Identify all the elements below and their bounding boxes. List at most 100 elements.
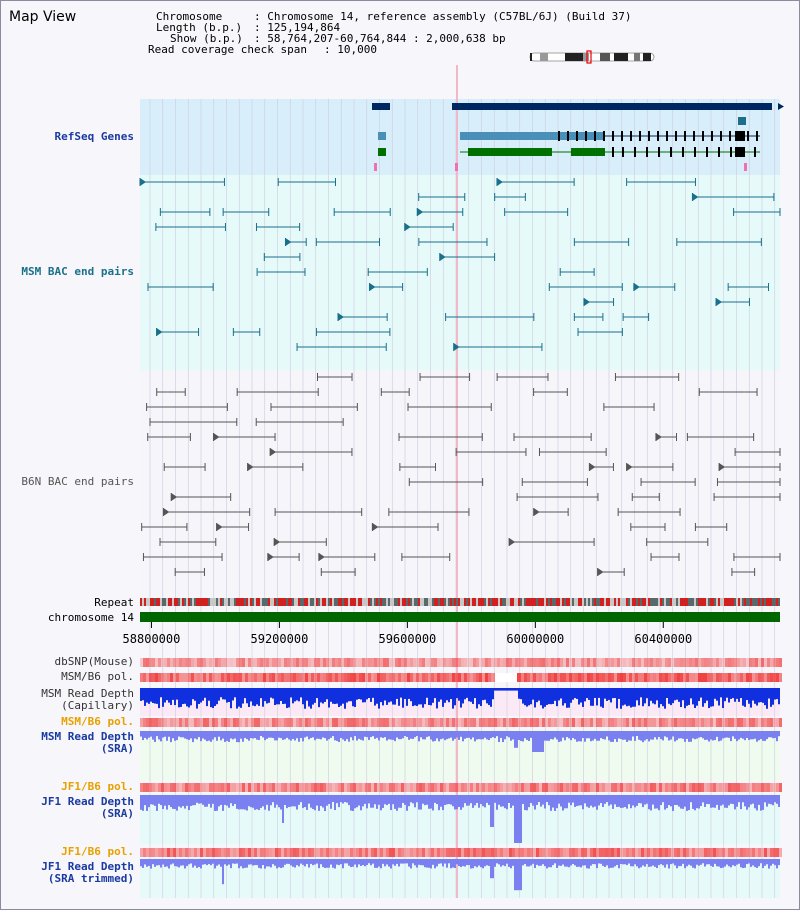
dbsnp-cell <box>467 658 470 667</box>
repeat-element <box>478 598 480 606</box>
msm-b6-pol-cell <box>266 673 269 682</box>
repeat-element <box>632 598 634 606</box>
track-label-msm-b6-pol-2[interactable]: MSM/B6 pol. <box>61 715 134 728</box>
dbsnp-cell <box>170 658 173 667</box>
jf1-depth-sra-bar <box>342 795 344 804</box>
msm-b6-pol-cell <box>596 673 599 682</box>
track-label-repeat: Repeat <box>94 596 134 609</box>
dbsnp-cell <box>635 658 638 667</box>
dbsnp-cell <box>443 658 446 667</box>
msm-b6-pol-cell <box>689 673 692 682</box>
jf1-depth-sra-bar <box>418 795 420 810</box>
jf1-b6-pol2-cell <box>755 848 758 857</box>
jf1-depth-sra-bar <box>718 795 720 810</box>
track-label-jf1-b6-pol[interactable]: JF1/B6 pol. <box>61 780 134 793</box>
msm-depth-cap-bar <box>656 688 658 701</box>
msm-depth-sra-bar <box>144 731 146 738</box>
msm-depth-cap-bar <box>142 688 144 701</box>
jf1-b6-pol2-cell <box>710 848 713 857</box>
jf1-b6-pol2-cell <box>749 848 752 857</box>
dbsnp-cell <box>185 658 188 667</box>
msm-depth-sra-bar <box>262 731 264 738</box>
jf1-depth-trim-bar <box>344 859 346 864</box>
msm-depth-cap-bar <box>572 688 574 700</box>
msm-depth-sra-bar <box>754 731 756 739</box>
track-label-msm-depth-capillary[interactable]: MSM Read Depth (Capillary) <box>41 688 134 712</box>
jf1-b6-pol2-cell <box>668 848 671 857</box>
repeat-element <box>168 598 170 606</box>
msm-depth-sra-bar <box>474 731 476 742</box>
msm-depth-cap-bar <box>586 688 588 699</box>
track-label-msm-b6-pol[interactable]: MSM/B6 pol. <box>61 670 134 683</box>
jf1-b6-pol2-cell <box>242 848 245 857</box>
jf1-b6-pol2-cell <box>764 848 767 857</box>
msm-b6-pol-cell <box>518 673 521 682</box>
track-label-dbsnp[interactable]: dbSNP(Mouse) <box>54 655 134 668</box>
dbsnp-cell <box>716 658 719 667</box>
msm-depth-cap-bar <box>532 688 534 700</box>
track-label-jf1-depth-sra[interactable]: JF1 Read Depth (SRA) <box>41 796 134 820</box>
jf1-depth-sra-bar <box>420 795 422 810</box>
length-label: Length (b.p.) <box>156 21 243 34</box>
jf1-depth-sra-bar <box>312 795 314 809</box>
track-label-refseq[interactable]: RefSeq Genes <box>54 130 134 143</box>
jf1-depth-sra-bar <box>262 795 264 807</box>
msm-b6-pol2-cell <box>359 718 362 727</box>
jf1-depth-trim-bar <box>590 859 592 866</box>
ideogram-position-marker <box>586 50 592 64</box>
msm-b6-pol-cell <box>344 673 347 682</box>
msm-b6-pol2-cell <box>419 718 422 727</box>
jf1-depth-trim-bar <box>402 859 404 864</box>
jf1-depth-sra-bar <box>670 795 672 807</box>
msm-depth-cap-bar <box>198 688 200 704</box>
msm-b6-pol-cell <box>698 673 701 682</box>
repeat-element <box>212 598 214 606</box>
dbsnp-cell <box>557 658 560 667</box>
repeat-element <box>328 598 330 606</box>
jf1-b6-pol2-cell <box>593 848 596 857</box>
msm-b6-pol2-cell <box>533 718 536 727</box>
jf1-depth-trim-bar <box>142 859 144 868</box>
track-label-jf1-b6-pol-2[interactable]: JF1/B6 pol. <box>61 845 134 858</box>
dbsnp-cell <box>611 658 614 667</box>
jf1-depth-sra-bar <box>250 795 252 808</box>
msm-depth-sra-bar <box>748 731 750 740</box>
track-label-b6n-bac[interactable]: B6N BAC end pairs <box>21 475 134 488</box>
msm-depth-sra-bar <box>356 731 358 741</box>
jf1-b6-pol-cell <box>698 783 701 792</box>
repeat-element <box>312 598 314 606</box>
jf1-depth-sra-bar <box>640 795 642 804</box>
track-label-msm-bac[interactable]: MSM BAC end pairs <box>21 265 134 278</box>
msm-depth-sra-bar <box>270 731 272 738</box>
jf1-b6-pol-cell <box>185 783 188 792</box>
msm-depth-sra-bar <box>184 731 186 739</box>
track-label-jf1-depth-trimmed[interactable]: JF1 Read Depth (SRA trimmed) <box>41 861 134 885</box>
msm-depth-cap-bar <box>200 688 202 703</box>
repeat-element <box>748 598 750 606</box>
repeat-element <box>524 598 526 606</box>
jf1-depth-trim-bar <box>670 859 672 865</box>
msm-depth-sra-bar <box>294 731 296 741</box>
jf1-depth-sra-bar <box>494 795 496 803</box>
jf1-b6-pol2-cell <box>326 848 329 857</box>
gene-exons <box>460 132 605 140</box>
msm-b6-pol2-cell <box>674 718 677 727</box>
jf1-depth-sra-line2: (SRA) <box>100 807 134 820</box>
jf1-b6-pol-cell <box>644 783 647 792</box>
msm-depth-cap-bar <box>360 688 362 700</box>
repeat-element <box>728 598 730 606</box>
jf1-b6-pol2-cell <box>617 848 620 857</box>
jf1-depth-trim-bar <box>216 859 218 866</box>
msm-depth-cap-bar <box>492 688 494 700</box>
repeat-element <box>712 598 714 606</box>
jf1-b6-pol2-cell <box>737 848 740 857</box>
jf1-depth-sra-bar <box>598 795 600 806</box>
track-label-msm-depth-sra[interactable]: MSM Read Depth (SRA) <box>41 731 134 755</box>
jf1-b6-pol2-cell <box>407 848 410 857</box>
jf1-b6-pol2-cell <box>620 848 623 857</box>
gene-exon <box>706 147 708 157</box>
jf1-b6-pol-cell <box>170 783 173 792</box>
gene-exon <box>648 131 650 141</box>
jf1-depth-trim-bar <box>146 859 148 867</box>
b6n-bac-pair-arrow <box>626 463 633 471</box>
